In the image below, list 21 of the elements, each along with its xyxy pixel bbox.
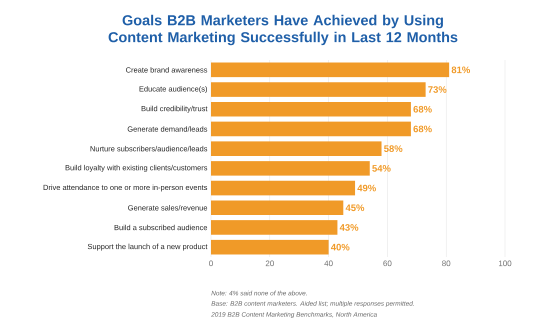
bar: [211, 82, 426, 97]
data-label: 68%: [413, 106, 432, 113]
data-label: 73%: [428, 86, 447, 93]
bar: [211, 200, 344, 216]
data-label: 54%: [372, 165, 391, 172]
bar: [211, 161, 370, 176]
bar: [211, 141, 382, 156]
bar: [211, 102, 411, 117]
data-label: 49%: [357, 184, 376, 192]
bar: [211, 180, 356, 196]
data-label: 40%: [330, 244, 350, 251]
bar: [211, 122, 411, 136]
data-label: 43%: [340, 224, 358, 231]
bar: [211, 240, 329, 254]
data-label: 81%: [452, 66, 470, 74]
data-label: 58%: [384, 145, 402, 152]
bar: [211, 220, 338, 235]
bar: [211, 62, 450, 78]
data-label: 68%: [413, 126, 432, 132]
chart-title: Goals B2B Marketers Have Achieved by Using Content Marketing Successfully in Last 12 Months: [108, 14, 458, 46]
data-label: 45%: [346, 204, 364, 212]
